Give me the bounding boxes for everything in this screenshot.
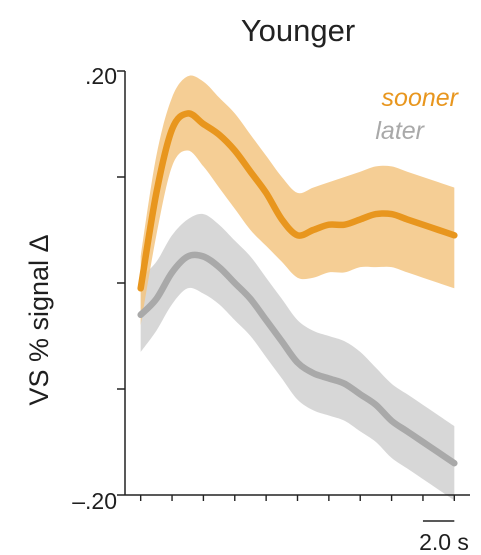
series-lines bbox=[137, 110, 458, 467]
y-tick-label-top: .20 bbox=[85, 63, 117, 89]
axes bbox=[117, 70, 470, 522]
line-sooner bbox=[137, 110, 458, 292]
band-later bbox=[140, 213, 455, 501]
scale-bar-label: 2.0 s bbox=[419, 529, 469, 555]
line-later bbox=[137, 251, 458, 467]
y-axis-label: VS % signal Δ bbox=[24, 234, 54, 405]
y-tick-label-bottom: –.20 bbox=[72, 488, 117, 514]
legend-sooner: sooner bbox=[382, 84, 460, 112]
legend-later: later bbox=[375, 117, 425, 145]
chart-title: Younger bbox=[241, 13, 355, 48]
